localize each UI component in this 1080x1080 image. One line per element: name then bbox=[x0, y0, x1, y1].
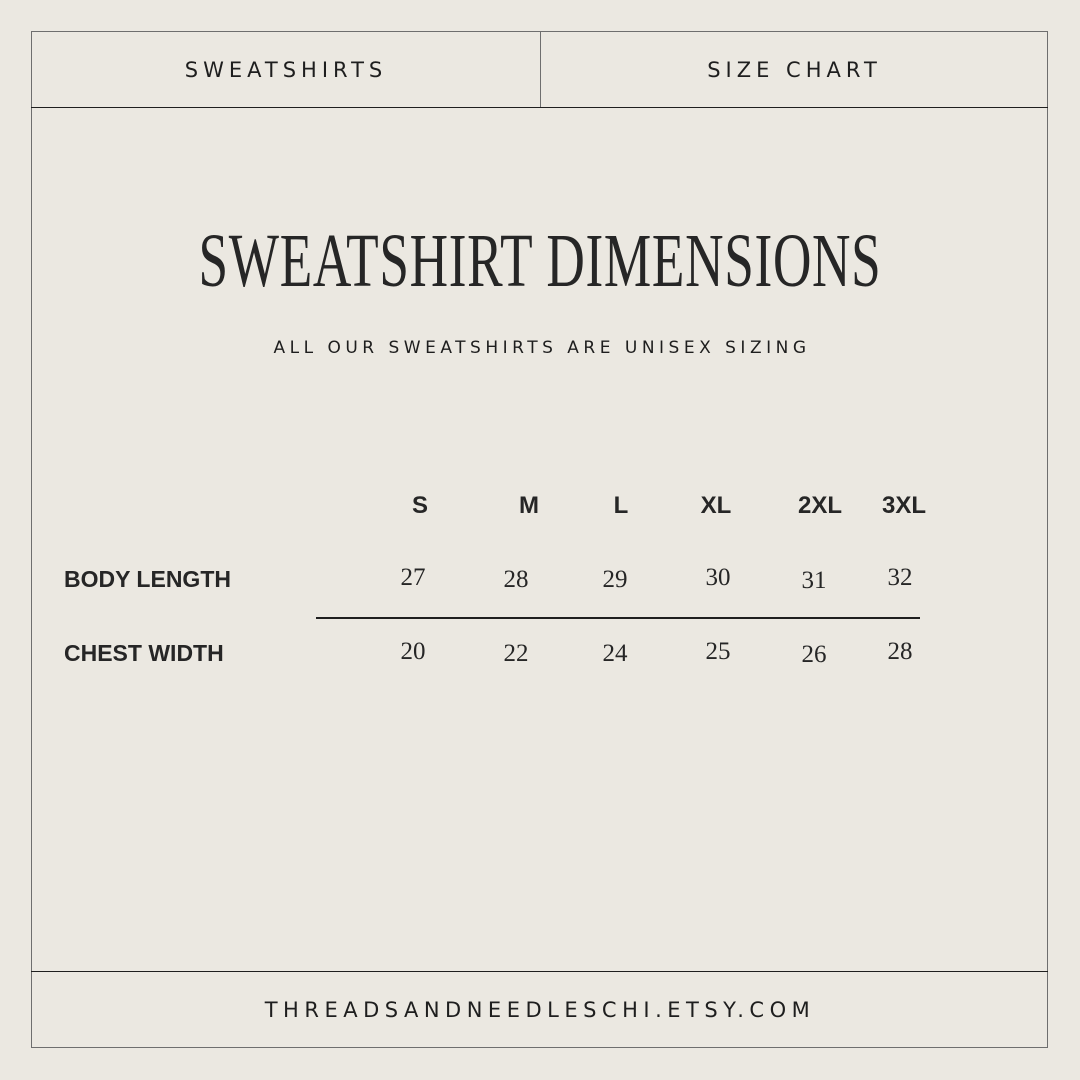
outer-frame bbox=[31, 31, 1048, 1048]
table-cell: 20 bbox=[400, 638, 426, 665]
table-cell: 26 bbox=[801, 641, 827, 668]
table-cell: 28 bbox=[887, 638, 913, 665]
size-header: XL bbox=[700, 492, 732, 519]
table-cell: 31 bbox=[801, 567, 827, 594]
row-label-body-length: BODY LENGTH bbox=[64, 566, 231, 592]
footer-top-line bbox=[31, 971, 1048, 972]
size-header: S bbox=[411, 492, 428, 519]
size-header: L bbox=[613, 492, 629, 519]
table-cell: 24 bbox=[602, 640, 628, 667]
table-cell: 29 bbox=[602, 566, 628, 593]
size-header: 2XL bbox=[797, 492, 842, 519]
tab-sweatshirts: SWEATSHIRTS bbox=[184, 58, 388, 82]
table-cell: 30 bbox=[705, 564, 731, 591]
header-divider bbox=[540, 31, 541, 108]
table-cell: 27 bbox=[400, 564, 426, 591]
table-cell: 32 bbox=[887, 564, 913, 591]
row-divider bbox=[316, 617, 920, 619]
table-cell: 25 bbox=[705, 638, 731, 665]
tab-size-chart: SIZE CHART bbox=[707, 58, 882, 82]
header-bottom-line bbox=[31, 107, 1048, 108]
page-title: SWEATSHIRT DIMENSIONS bbox=[198, 219, 882, 303]
shop-url: THREADSANDNEEDLESCHI.ETSY.COM bbox=[264, 998, 816, 1022]
row-label-chest-width: CHEST WIDTH bbox=[64, 640, 224, 666]
page-subtitle: ALL OUR SWEATSHIRTS ARE UNISEX SIZING bbox=[273, 338, 811, 358]
size-header: 3XL bbox=[881, 492, 926, 519]
size-header: M bbox=[519, 492, 539, 519]
table-cell: 22 bbox=[503, 640, 529, 667]
table-cell: 28 bbox=[503, 566, 529, 593]
